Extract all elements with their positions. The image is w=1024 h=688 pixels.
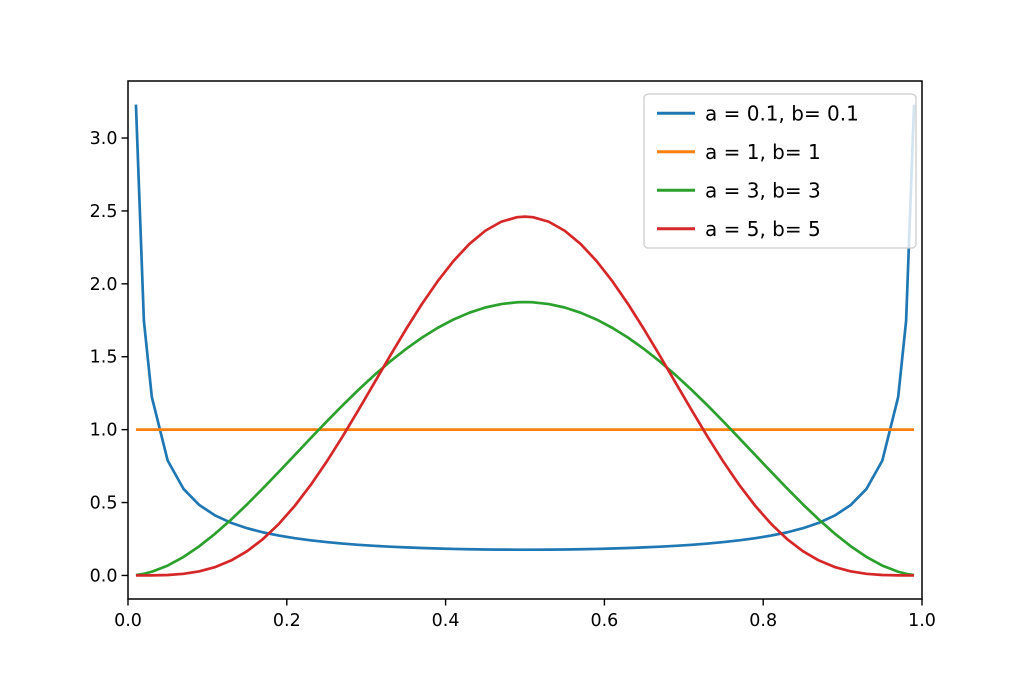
x-tick-label: 0.4 — [432, 611, 460, 631]
y-tick-label: 1.5 — [90, 348, 118, 368]
legend-item-label-1: a = 1, b= 1 — [705, 140, 821, 164]
x-tick-label: 1.0 — [908, 611, 936, 631]
series-line-3 — [135, 215, 915, 577]
legend-box — [643, 93, 917, 249]
y-tick-label: 0.5 — [90, 494, 118, 514]
series-line-0 — [134, 104, 916, 552]
axes-frame — [127, 80, 923, 600]
y-tick-label: 0.0 — [90, 566, 118, 586]
legend-item-label-2: a = 3, b= 3 — [705, 178, 821, 202]
x-tick-label: 0.2 — [273, 611, 301, 631]
legend: a = 0.1, b= 0.1 a = 1, b= 1 a = 3, b= 3 a =… — [643, 93, 917, 249]
y-tick-label: 2.0 — [90, 275, 118, 295]
legend-item-label-0: a = 0.1, b= 0.1 — [705, 101, 859, 125]
legend-item-label-3: a = 5, b= 5 — [705, 217, 821, 241]
x-tick-label: 0.8 — [749, 611, 777, 631]
x-tick-label: 0.6 — [590, 611, 618, 631]
y-tick-label: 3.0 — [90, 129, 118, 149]
x-tick-label: 0.0 — [114, 611, 142, 631]
series-line-2 — [135, 300, 915, 577]
y-tick-label: 1.0 — [90, 421, 118, 441]
y-tick-label: 2.5 — [90, 202, 118, 222]
